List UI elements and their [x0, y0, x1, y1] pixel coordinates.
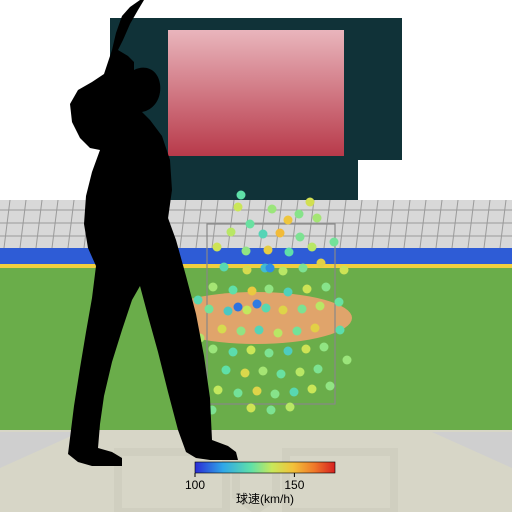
pitch-point: [213, 243, 222, 252]
pitch-point: [284, 347, 293, 356]
pitch-point: [229, 348, 238, 357]
pitch-point: [277, 370, 286, 379]
pitch-point: [222, 366, 231, 375]
pitch-point: [302, 345, 311, 354]
pitch-location-chart: 100 150球速(km/h): [0, 0, 512, 512]
pitch-point: [279, 306, 288, 315]
colorbar: [195, 462, 335, 473]
pitch-point: [271, 390, 280, 399]
colorbar-tick: 150: [284, 478, 304, 492]
pitch-point: [285, 248, 294, 257]
pitch-point: [253, 387, 262, 396]
pitch-point: [259, 230, 268, 239]
pitch-point: [296, 368, 305, 377]
pitch-point: [326, 382, 335, 391]
pitch-point: [316, 302, 325, 311]
pitch-point: [241, 369, 250, 378]
pitch-point: [343, 356, 352, 365]
pitch-point: [218, 325, 227, 334]
pitch-point: [259, 367, 268, 376]
pitch-point: [224, 307, 233, 316]
pitch-point: [293, 327, 302, 336]
pitch-point: [227, 228, 236, 237]
scoreboard-panel: [168, 30, 344, 156]
pitch-point: [243, 266, 252, 275]
pitch-point: [237, 191, 246, 200]
pitch-point: [284, 216, 293, 225]
pitch-point: [276, 229, 285, 238]
pitch-point: [308, 243, 317, 252]
pitch-point: [314, 365, 323, 374]
pitch-point: [335, 298, 344, 307]
pitch-point: [229, 286, 238, 295]
pitch-point: [248, 287, 257, 296]
pitch-point: [209, 283, 218, 292]
pitch-point: [311, 324, 320, 333]
pitch-point: [265, 285, 274, 294]
colorbar-tick: 100: [185, 478, 205, 492]
pitch-point: [194, 296, 203, 305]
pitch-point: [247, 346, 256, 355]
pitch-point: [247, 404, 256, 413]
pitch-point: [306, 198, 315, 207]
pitch-point: [255, 326, 264, 335]
pitch-point: [313, 214, 322, 223]
pitch-point: [298, 305, 307, 314]
pitch-point: [279, 267, 288, 276]
pitch-point: [268, 205, 277, 214]
pitch-point: [242, 247, 251, 256]
pitch-point: [214, 386, 223, 395]
pitch-point: [234, 389, 243, 398]
pitch-point: [286, 403, 295, 412]
pitch-point: [284, 288, 293, 297]
pitch-point: [317, 259, 326, 268]
pitch-point: [290, 388, 299, 397]
pitch-point: [234, 303, 243, 312]
outfield-wall: [0, 248, 512, 264]
pitch-point: [322, 283, 331, 292]
pitch-point: [299, 264, 308, 273]
pitch-point: [266, 264, 275, 273]
pitch-point: [330, 238, 339, 247]
pitch-point: [267, 406, 276, 415]
pitch-point: [262, 304, 271, 313]
pitch-point: [340, 266, 349, 275]
pitch-point: [296, 233, 305, 242]
pitch-point: [320, 343, 329, 352]
pitch-point: [209, 345, 218, 354]
pitch-point: [253, 300, 262, 309]
pitch-point: [205, 305, 214, 314]
pitch-point: [308, 385, 317, 394]
pitch-point: [265, 349, 274, 358]
pitch-point: [303, 285, 312, 294]
pitch-point: [274, 329, 283, 338]
pitch-point: [264, 246, 273, 255]
pitch-point: [234, 203, 243, 212]
pitch-point: [243, 306, 252, 315]
pitch-point: [246, 220, 255, 229]
pitch-point: [220, 263, 229, 272]
colorbar-label: 球速(km/h): [236, 492, 294, 506]
pitch-point: [295, 210, 304, 219]
pitch-point: [336, 326, 345, 335]
pitch-point: [237, 327, 246, 336]
